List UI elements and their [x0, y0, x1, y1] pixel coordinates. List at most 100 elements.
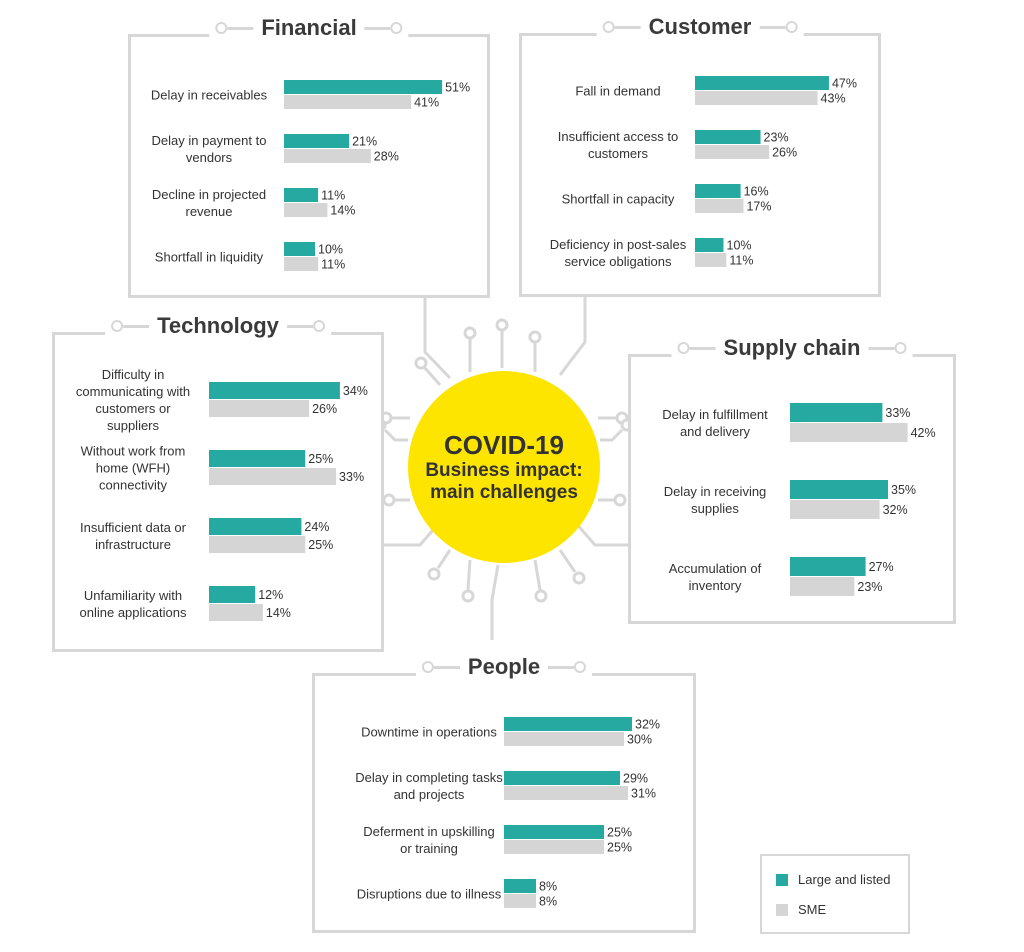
- people-panel: People 32% 30% Downtime in operations 29% 31…: [312, 654, 696, 933]
- value-label: 32%: [883, 503, 908, 517]
- center-badge: COVID-19 Business impact: main challenge…: [408, 371, 600, 563]
- category-group: 35% 32% Delay in receiving supplies: [664, 480, 916, 519]
- supply-chain-title-bar: Supply chain: [671, 335, 913, 361]
- category-group: 25% 33% Without work from home (WFH) connect…: [81, 444, 364, 493]
- bar-large-listed: [695, 238, 724, 252]
- value-label: 29%: [623, 772, 648, 786]
- bar-sme: [209, 604, 263, 621]
- category-label: Decline in projected revenue: [152, 187, 266, 219]
- people-chart: 32%30% Downtime in operations 29%31% Delay …: [355, 717, 660, 909]
- category-group: 33%42% Delay in fulfillment and delivery: [662, 403, 936, 442]
- bar-large-listed: [284, 188, 319, 202]
- legend-item-large: Large and listed: [776, 872, 891, 887]
- connector-knot-left: [677, 342, 716, 354]
- bar-sme: [695, 91, 818, 105]
- legend-label-large: Large and listed: [798, 872, 891, 887]
- bar-sme: [284, 95, 412, 109]
- bar-sme: [790, 423, 908, 442]
- people-title: People: [467, 654, 541, 679]
- value-label: 24%: [304, 520, 329, 534]
- value-label: 30%: [627, 733, 652, 747]
- value-label: 43%: [821, 92, 846, 106]
- bar-large-listed: [790, 557, 866, 576]
- connector-knot-right: [868, 342, 907, 354]
- value-label: 26%: [312, 402, 337, 416]
- supply-chain-title: Supply chain: [723, 335, 861, 360]
- center-subtitle-1: Business impact:: [425, 460, 583, 481]
- category-label: Delay in payment to vendors: [152, 133, 267, 165]
- category-group: 23%26% Insufficient access to customers: [558, 129, 797, 161]
- value-label: 25%: [308, 452, 333, 466]
- value-label: 33%: [885, 406, 910, 420]
- bar-large-listed: [504, 879, 536, 893]
- category-label: Shortfall in capacity: [562, 192, 675, 207]
- value-label: 14%: [266, 606, 291, 620]
- bar-large-listed: [209, 450, 306, 467]
- bar-sme: [284, 203, 328, 217]
- connector-knot-left: [421, 661, 460, 673]
- customer-panel: Customer 47% 43% Fall in demand 23% 26% Insuf…: [519, 14, 881, 297]
- value-label: 35%: [891, 483, 916, 497]
- value-label: 17%: [746, 200, 771, 214]
- value-label: 27%: [869, 560, 894, 574]
- category-label: Difficulty in communicating with customers…: [76, 367, 190, 433]
- category-group: 21%28% Delay in payment to vendors: [152, 133, 399, 165]
- bar-sme: [504, 840, 604, 854]
- category-label: Delay in receivables: [151, 88, 268, 103]
- value-label: 12%: [258, 588, 283, 602]
- value-label: 25%: [607, 826, 632, 840]
- value-label: 47%: [832, 77, 857, 91]
- bar-large-listed: [209, 586, 256, 603]
- bar-large-listed: [790, 480, 888, 499]
- category-group: 27% 23% Accumulation of inventory: [669, 557, 894, 596]
- bar-sme: [284, 257, 319, 271]
- bar-sme: [209, 400, 310, 417]
- category-label: Downtime in operations: [361, 725, 497, 740]
- value-label: 16%: [744, 185, 769, 199]
- legend: Large and listed SME: [760, 854, 910, 934]
- bar-sme: [209, 468, 337, 485]
- category-label: Accumulation of inventory: [669, 561, 762, 593]
- connector-knot-right: [759, 21, 798, 33]
- bar-sme: [695, 253, 727, 267]
- category-label: Deficiency in post-sales service obligati…: [550, 237, 687, 269]
- value-label: 41%: [414, 96, 439, 110]
- value-label: 8%: [539, 880, 557, 894]
- category-label: Delay in completing tasks and projects: [355, 770, 503, 802]
- category-group: 8%8% Disruptions due to illness: [357, 879, 557, 909]
- value-label: 51%: [445, 81, 470, 95]
- connector-knot-left: [111, 320, 150, 332]
- center-title: COVID-19: [444, 430, 564, 460]
- people-title-bar: People: [415, 654, 593, 680]
- category-group: 25%25% Deferment in upskilling or training: [363, 824, 632, 856]
- category-label: Unfamiliarity with online applications: [80, 588, 187, 620]
- bar-large-listed: [504, 771, 620, 785]
- bar-sme: [284, 149, 371, 163]
- financial-panel: Financial 51% 41% Delay in receivables 21% 2…: [128, 15, 490, 298]
- bar-large-listed: [695, 76, 829, 90]
- customer-title-bar: Customer: [596, 14, 804, 40]
- financial-chart: 51% 41% Delay in receivables 21%28% Delay in…: [151, 80, 470, 272]
- category-group: 12% 14% Unfamiliarity with online applicati…: [80, 586, 291, 621]
- value-label: 10%: [318, 243, 343, 257]
- bar-large-listed: [209, 518, 302, 535]
- bar-sme: [790, 577, 855, 596]
- value-label: 32%: [635, 718, 660, 732]
- value-label: 14%: [330, 204, 355, 218]
- legend-label-sme: SME: [798, 902, 827, 917]
- bar-large-listed: [504, 825, 604, 839]
- category-label: Shortfall in liquidity: [155, 250, 264, 265]
- bar-large-listed: [284, 242, 315, 256]
- value-label: 33%: [339, 470, 364, 484]
- bar-large-listed: [284, 80, 443, 94]
- bar-large-listed: [695, 130, 761, 144]
- value-label: 23%: [764, 131, 789, 145]
- legend-swatch-sme: [776, 903, 788, 916]
- legend-item-sme: SME: [776, 902, 826, 917]
- category-group: 47%43% Fall in demand: [575, 76, 857, 106]
- value-label: 28%: [374, 150, 399, 164]
- connector-knot-right: [548, 661, 587, 673]
- customer-chart: 47%43% Fall in demand 23%26% Insufficient a…: [550, 76, 857, 269]
- bar-large-listed: [209, 382, 340, 399]
- bar-sme: [504, 732, 624, 746]
